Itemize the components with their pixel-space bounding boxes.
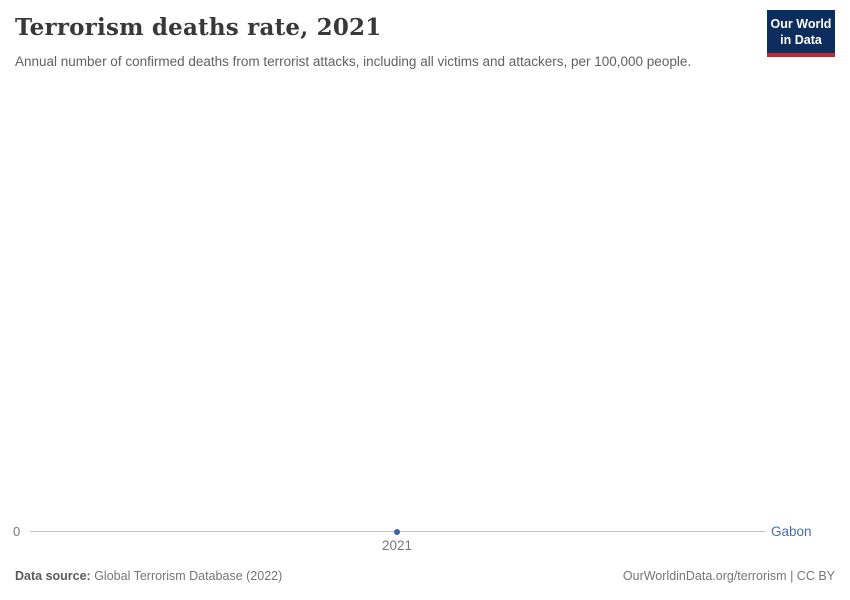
chart-footer: Data source: Global Terrorism Database (… — [15, 569, 835, 583]
data-source-value: Global Terrorism Database (2022) — [90, 569, 283, 583]
y-axis-zero-label: 0 — [13, 524, 21, 539]
data-point-gabon-2021[interactable] — [394, 528, 400, 535]
owid-logo-line2: in Data — [780, 33, 822, 47]
owid-logo: Our World in Data — [767, 10, 835, 57]
data-source-label: Data source: — [15, 569, 91, 583]
page-title: Terrorism deaths rate, 2021 — [15, 14, 382, 41]
chart-subtitle: Annual number of confirmed deaths from t… — [15, 54, 692, 69]
attribution-link[interactable]: OurWorldinData.org/terrorism | CC BY — [622, 569, 835, 583]
data-source-note: Data source: Global Terrorism Database (… — [15, 569, 282, 583]
x-axis-tick-2021: 2021 — [381, 538, 413, 553]
owid-logo-line1: Our World — [770, 17, 832, 31]
series-label-gabon[interactable]: Gabon — [771, 524, 812, 539]
